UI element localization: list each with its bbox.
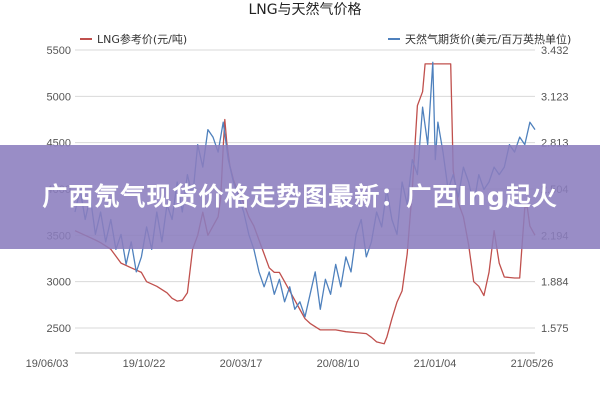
x-tick-label: 21/05/26 [511, 358, 554, 370]
legend-label: LNG参考价(元/吨) [97, 32, 187, 46]
x-tick-label: 19/06/03 [26, 358, 69, 370]
left-tick-label: 5500 [47, 45, 71, 57]
right-tick-label: 3.432 [541, 45, 569, 57]
title-banner: 广西氖气现货价格走势图最新：广西lng起火 [0, 145, 600, 249]
series-line-1 [74, 63, 536, 345]
left-tick-label: 5000 [47, 91, 71, 103]
left-tick-label: 2500 [47, 323, 71, 335]
x-tick-label: 20/08/10 [317, 358, 360, 370]
x-axis: 19/06/03 19/10/22 20/03/17 20/08/10 21/01/04… [26, 358, 554, 370]
x-tick-label: 20/03/17 [220, 358, 263, 370]
left-tick-label: 3000 [47, 277, 71, 289]
x-tick-label: 19/10/22 [123, 358, 166, 370]
x-tick-label: 21/01/04 [414, 358, 457, 370]
legend-label: 天然气期货价(美元/百万英热单位) [405, 32, 571, 46]
legend: LNG参考价(元/吨) 天然气期货价(美元/百万英热单位) [80, 32, 571, 46]
right-tick-label: 1.884 [541, 277, 569, 289]
right-tick-label: 3.123 [541, 91, 569, 103]
banner-title: 广西氖气现货价格走势图最新：广西lng起火 [42, 182, 558, 211]
right-tick-label: 1.575 [541, 323, 569, 335]
chart-title: LNG与天然气价格 [248, 1, 361, 18]
